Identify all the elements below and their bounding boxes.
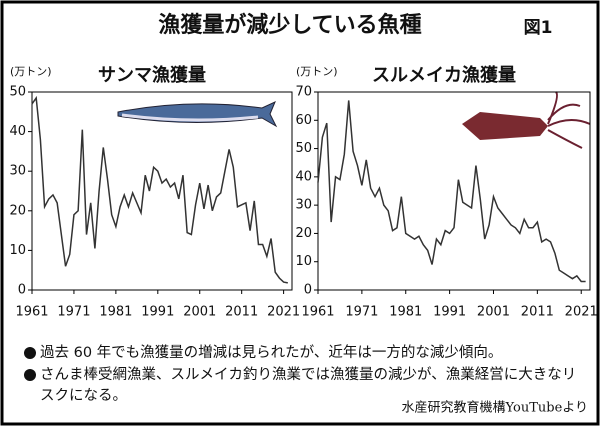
x-tick-label: 2001 — [183, 305, 216, 320]
plot-frame — [31, 91, 293, 291]
y-tick-label: 30 — [295, 198, 312, 213]
y-axis-label: (万トン) — [10, 65, 52, 78]
saury-illustration — [117, 101, 278, 128]
y-tick-label: 20 — [295, 226, 312, 241]
y-tick-label: 50 — [295, 141, 312, 156]
x-tick-label: 2011 — [225, 305, 258, 320]
y-tick-label: 20 — [9, 203, 26, 218]
x-tick-label: 1991 — [141, 305, 174, 320]
y-tick-label: 50 — [9, 85, 26, 100]
bullet — [24, 347, 36, 359]
y-axis-label: (万トン) — [296, 65, 338, 78]
x-tick-label: 1981 — [389, 305, 422, 320]
y-tick-label: 0 — [18, 283, 26, 298]
page-title: 漁獲量が減少している魚種 — [158, 12, 421, 38]
y-tick-label: 40 — [9, 124, 26, 139]
y-tick-label: 10 — [9, 243, 26, 258]
x-tick-label: 1981 — [99, 305, 132, 320]
note: さんま棒受網漁業、スルメイカ釣り漁業では漁獲量の減少が、漁業経営に大きなリスクに… — [40, 367, 577, 404]
data-line — [317, 100, 586, 283]
figure-label: 図1 — [524, 18, 553, 38]
x-tick-label: 1971 — [345, 305, 378, 320]
squid-illustration — [462, 91, 591, 149]
x-tick-label: 1961 — [15, 305, 48, 320]
plot-frame — [317, 91, 591, 291]
x-tick-label: 1961 — [301, 305, 334, 320]
source: 水産研究教育機構YouTubeより — [402, 400, 588, 416]
y-tick-label: 40 — [295, 169, 312, 184]
bullet — [24, 369, 36, 381]
x-tick-label: 1991 — [433, 305, 466, 320]
y-tick-label: 70 — [295, 85, 312, 100]
x-tick-label: 2001 — [477, 305, 510, 320]
y-tick-label: 30 — [9, 164, 26, 179]
data-line — [31, 95, 288, 284]
x-tick-label: 2021 — [565, 305, 598, 320]
y-tick-label: 60 — [295, 113, 312, 128]
chart-title: サンマ漁獲量 — [98, 64, 206, 86]
note: 過去 60 年でも漁獲量の増減は見られたが、近年は一方的な減少傾向。 — [40, 345, 503, 361]
y-tick-label: 10 — [295, 254, 312, 269]
x-tick-label: 2011 — [521, 305, 554, 320]
chart-title: スルメイカ漁獲量 — [372, 64, 516, 86]
x-tick-label: 1971 — [57, 305, 90, 320]
x-tick-label: 2021 — [267, 305, 300, 320]
y-tick-label: 0 — [304, 283, 312, 298]
